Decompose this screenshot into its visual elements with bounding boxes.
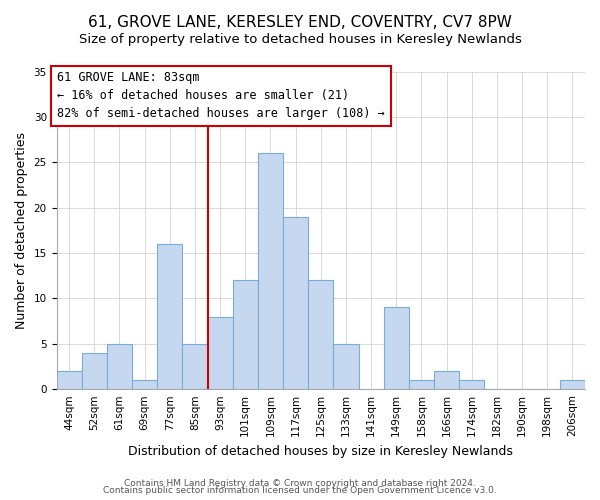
Bar <box>208 316 233 389</box>
Text: 61 GROVE LANE: 83sqm
← 16% of detached houses are smaller (21)
82% of semi-detac: 61 GROVE LANE: 83sqm ← 16% of detached h… <box>57 72 385 120</box>
Bar <box>283 216 308 389</box>
Text: 61, GROVE LANE, KERESLEY END, COVENTRY, CV7 8PW: 61, GROVE LANE, KERESLEY END, COVENTRY, … <box>88 15 512 30</box>
Bar <box>434 371 459 389</box>
Bar <box>258 153 283 389</box>
Bar <box>383 308 409 389</box>
Bar <box>334 344 359 389</box>
Bar <box>82 353 107 389</box>
Bar <box>182 344 208 389</box>
Bar <box>107 344 132 389</box>
X-axis label: Distribution of detached houses by size in Keresley Newlands: Distribution of detached houses by size … <box>128 444 513 458</box>
Bar <box>308 280 334 389</box>
Y-axis label: Number of detached properties: Number of detached properties <box>15 132 28 329</box>
Text: Size of property relative to detached houses in Keresley Newlands: Size of property relative to detached ho… <box>79 32 521 46</box>
Bar <box>157 244 182 389</box>
Bar <box>409 380 434 389</box>
Text: Contains HM Land Registry data © Crown copyright and database right 2024.: Contains HM Land Registry data © Crown c… <box>124 478 476 488</box>
Bar <box>233 280 258 389</box>
Bar <box>132 380 157 389</box>
Bar <box>560 380 585 389</box>
Text: Contains public sector information licensed under the Open Government Licence v3: Contains public sector information licen… <box>103 486 497 495</box>
Bar <box>459 380 484 389</box>
Bar <box>56 371 82 389</box>
